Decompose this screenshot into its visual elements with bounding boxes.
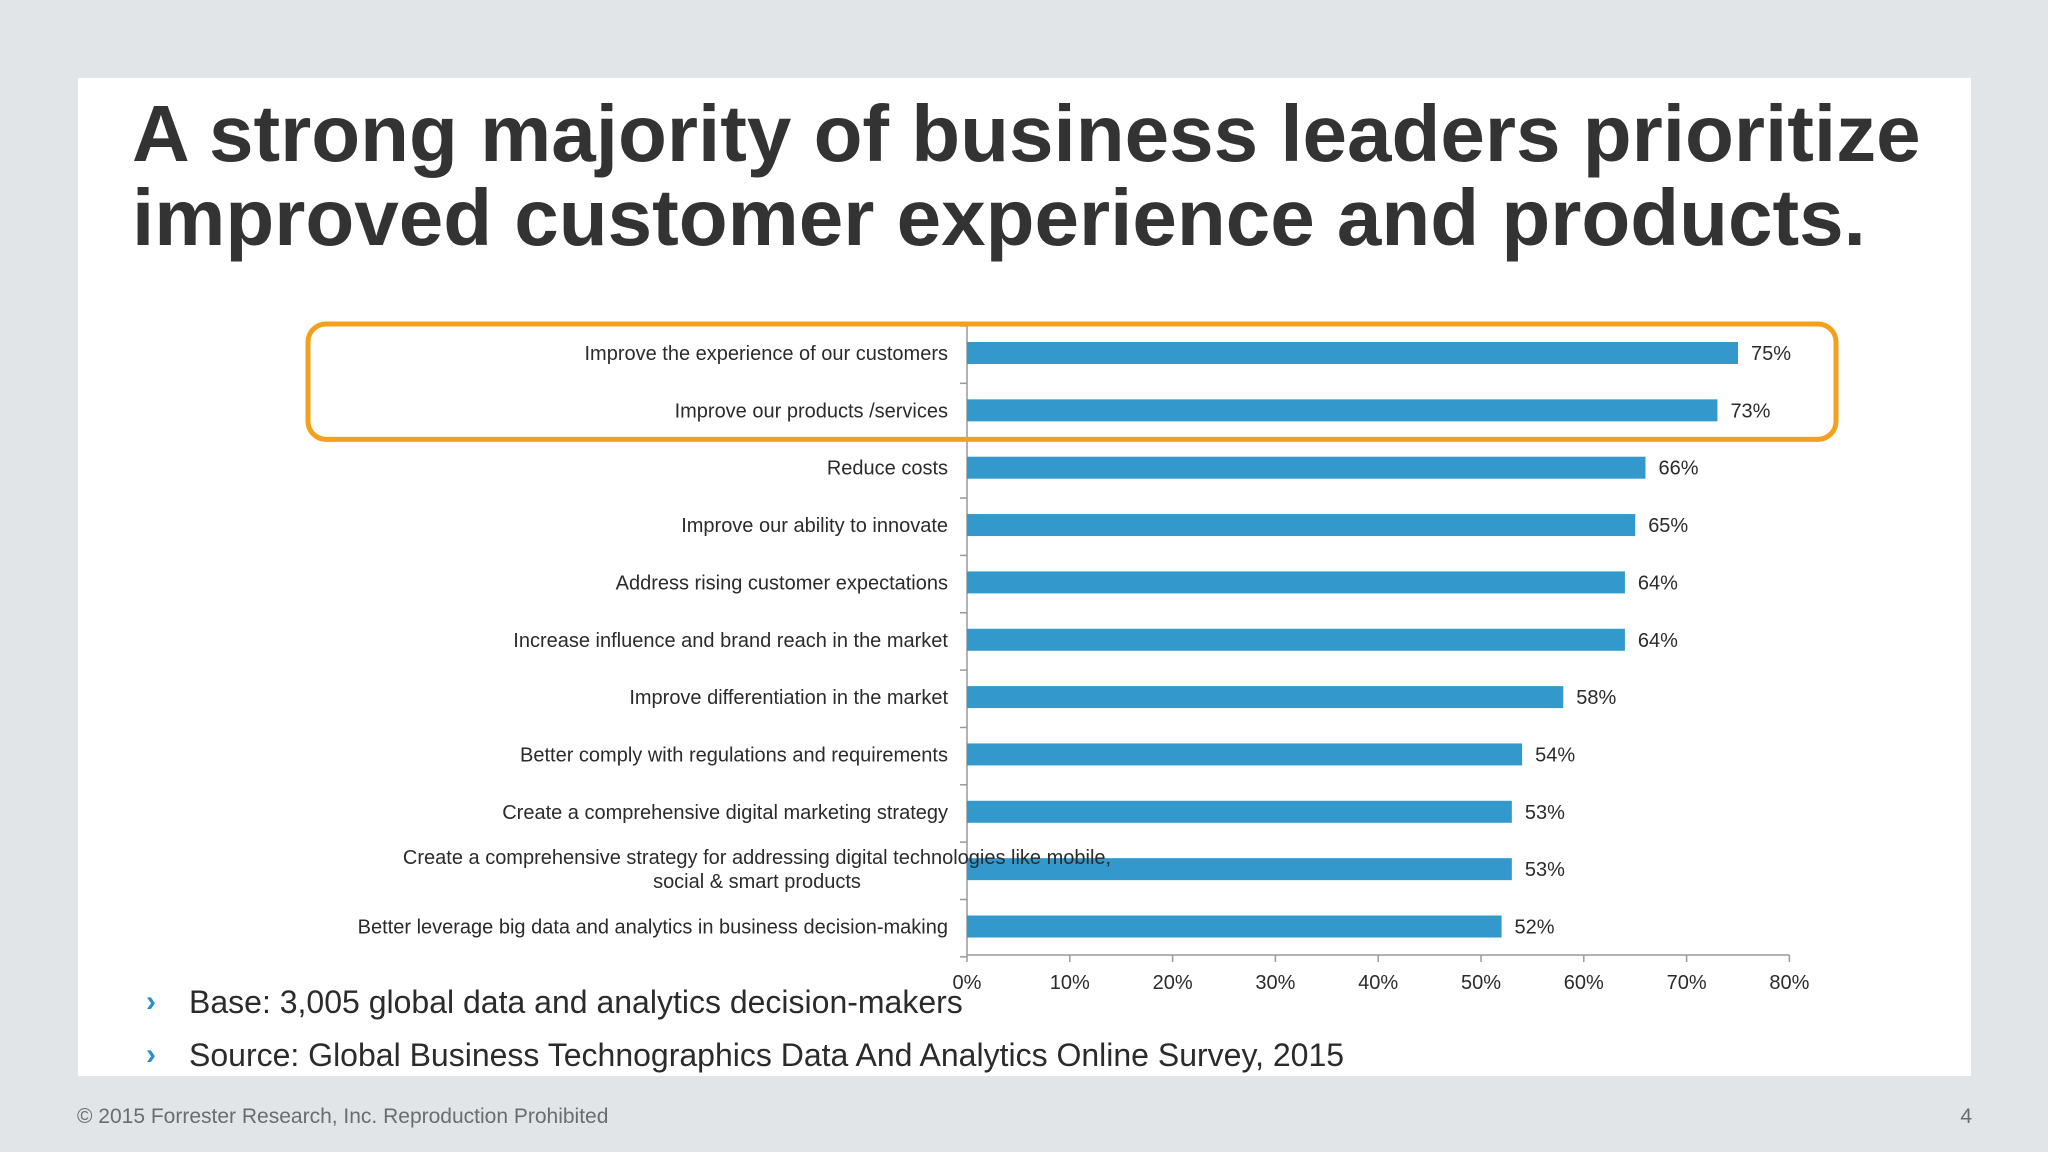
value-label: 75% (1751, 343, 1791, 365)
x-tick-label: 40% (1358, 972, 1398, 994)
category-label-line: Improve our ability to innovate (681, 515, 948, 537)
highlight-box (305, 321, 1839, 442)
base-note-text: Base: 3,005 global data and analytics de… (189, 984, 963, 1020)
value-label: 53% (1525, 802, 1565, 824)
category-label-line: Create a comprehensive strategy for addr… (403, 847, 1111, 869)
category-label: Improve the experience of our customers (584, 343, 948, 365)
x-tick-label: 50% (1461, 972, 1501, 994)
x-tick-label: 80% (1769, 972, 1809, 994)
category-label-line: Improve differentiation in the market (629, 687, 948, 709)
category-label: Address rising customer expectations (616, 572, 948, 594)
x-tick-label: 10% (1050, 972, 1090, 994)
value-label: 58% (1576, 687, 1616, 709)
bar (967, 915, 1502, 938)
category-label: Improve our products /services (675, 400, 948, 422)
bar (967, 686, 1564, 709)
value-label: 52% (1515, 917, 1555, 939)
bar (967, 399, 1718, 422)
category-label: Create a comprehensive digital marketing… (502, 802, 948, 824)
category-label: Improve differentiation in the market (629, 687, 948, 709)
title-line: improved customer experience and product… (132, 173, 1866, 262)
source-note-text: Source: Global Business Technographics D… (189, 1037, 1345, 1073)
slide-title: A strong majority of business leaders pr… (132, 92, 1952, 260)
category-label-line: Better comply with regulations and requi… (520, 744, 948, 766)
category-label: Better comply with regulations and requi… (520, 744, 948, 766)
page-number: 4 (1960, 1105, 1972, 1128)
bar (967, 628, 1625, 651)
category-label-line: Better leverage big data and analytics i… (358, 917, 948, 939)
title-line: A strong majority of business leaders pr… (132, 89, 1921, 178)
value-label: 73% (1730, 400, 1770, 422)
footer-copyright: © 2015 Forrester Research, Inc. Reproduc… (77, 1105, 609, 1128)
bar (967, 342, 1738, 364)
x-tick-label: 30% (1255, 972, 1295, 994)
value-label: 64% (1638, 572, 1678, 594)
category-label-line: Create a comprehensive digital marketing… (502, 802, 948, 824)
category-label-line: Reduce costs (827, 458, 948, 480)
category-label: Reduce costs (827, 458, 948, 480)
x-tick-label: 60% (1564, 972, 1604, 994)
category-label-line: Increase influence and brand reach in th… (513, 630, 948, 652)
chevron-right-icon: › (146, 1038, 156, 1071)
category-label-line: Improve the experience of our customers (584, 343, 948, 365)
category-label: Create a comprehensive strategy for addr… (403, 847, 1111, 893)
x-tick-label: 70% (1667, 972, 1707, 994)
x-tick-label: 20% (1153, 972, 1193, 994)
value-label: 65% (1648, 515, 1688, 537)
bar (967, 743, 1523, 766)
category-label: Increase influence and brand reach in th… (513, 630, 948, 652)
bar (967, 858, 1512, 881)
value-label: 64% (1638, 630, 1678, 652)
bar (967, 800, 1512, 823)
x-tick-label: 0% (953, 972, 982, 994)
category-label-line: Address rising customer expectations (616, 572, 948, 594)
value-label: 53% (1525, 859, 1565, 881)
category-label: Better leverage big data and analytics i… (358, 917, 948, 939)
category-label-line: social & smart products (653, 871, 861, 893)
bar (967, 456, 1646, 479)
category-label: Improve our ability to innovate (681, 515, 948, 537)
chevron-right-icon: › (146, 985, 156, 1018)
value-label: 54% (1535, 744, 1575, 766)
value-label: 66% (1658, 458, 1698, 480)
bar (967, 571, 1625, 594)
bar (967, 514, 1636, 537)
category-label-line: Improve our products /services (675, 400, 948, 422)
